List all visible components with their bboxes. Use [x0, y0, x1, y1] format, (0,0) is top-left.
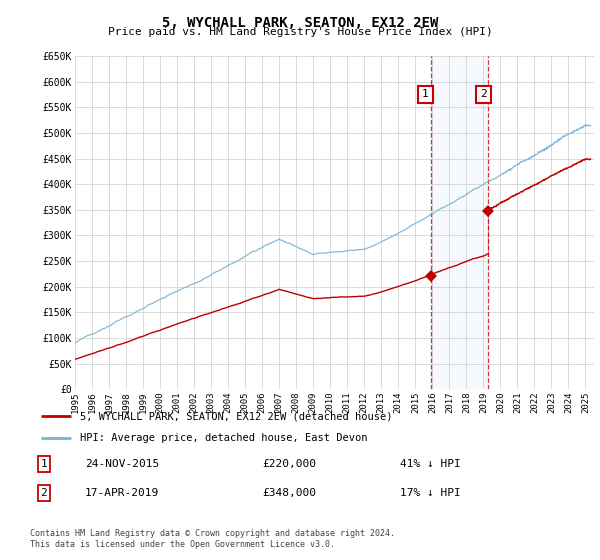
Text: 5, WYCHALL PARK, SEATON, EX12 2EW (detached house): 5, WYCHALL PARK, SEATON, EX12 2EW (detac… [80, 411, 392, 421]
Text: 17-APR-2019: 17-APR-2019 [85, 488, 160, 498]
Text: 1: 1 [40, 459, 47, 469]
Text: HPI: Average price, detached house, East Devon: HPI: Average price, detached house, East… [80, 433, 367, 443]
Text: 5, WYCHALL PARK, SEATON, EX12 2EW: 5, WYCHALL PARK, SEATON, EX12 2EW [162, 16, 438, 30]
Text: 41% ↓ HPI: 41% ↓ HPI [400, 459, 461, 469]
Bar [431, 56, 488, 389]
Text: Price paid vs. HM Land Registry's House Price Index (HPI): Price paid vs. HM Land Registry's House … [107, 27, 493, 37]
Text: £348,000: £348,000 [262, 488, 316, 498]
Text: Contains HM Land Registry data © Crown copyright and database right 2024.
This d: Contains HM Land Registry data © Crown c… [30, 529, 395, 549]
Text: 24-NOV-2015: 24-NOV-2015 [85, 459, 160, 469]
Text: 17% ↓ HPI: 17% ↓ HPI [400, 488, 461, 498]
Text: 1: 1 [422, 90, 429, 100]
Text: 2: 2 [480, 90, 487, 100]
Text: 2: 2 [40, 488, 47, 498]
Text: £220,000: £220,000 [262, 459, 316, 469]
